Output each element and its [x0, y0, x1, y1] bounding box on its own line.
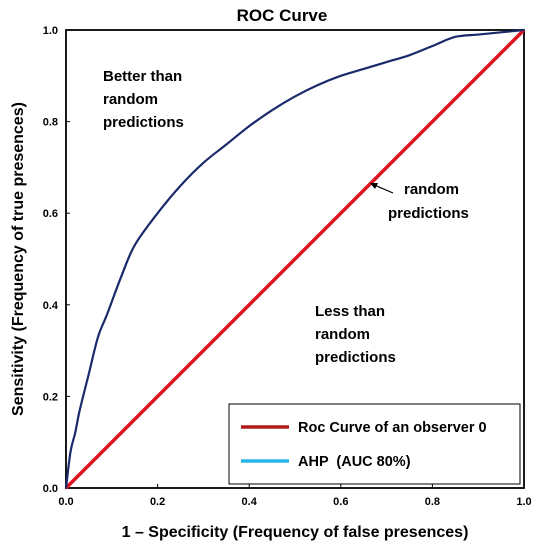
series-ahp-curve — [64, 28, 525, 489]
axes — [65, 29, 525, 489]
y-tick-label-3: 0.6 — [43, 208, 58, 220]
x-tick-label-4: 0.8 — [425, 496, 440, 508]
annotations: Better than random predictions random pr… — [103, 68, 469, 366]
plot-frame — [65, 29, 525, 489]
chart-title: ROC Curve — [237, 6, 328, 25]
y-tick-label-0: 0.0 — [43, 483, 58, 495]
ticks: 0.0 0.2 0.4 0.6 0.8 1.0 0.0 0.2 0.4 0.6 0.8 1.0 — [43, 25, 532, 508]
annotation-less-line-3: predictions — [315, 349, 396, 366]
x-axis-label: 1 – Specificity (Frequency of false pres… — [122, 524, 469, 541]
legend-label-ahp: AHP (AUC 80%) — [298, 454, 411, 470]
annotation-better-line-3: predictions — [103, 114, 184, 131]
annotation-random: random predictions — [388, 181, 469, 222]
annotation-better: Better than random predictions — [103, 68, 186, 131]
annotation-random-line-2: predictions — [388, 205, 469, 222]
legend-label-observer: Roc Curve of an observer 0 — [298, 420, 487, 436]
y-axis-label: Sensitivity (Frequency of true presences… — [10, 102, 27, 416]
legend-box — [228, 403, 521, 485]
x-tick-label-1: 0.2 — [150, 496, 165, 508]
annotation-less-line-1: Less than — [315, 303, 385, 320]
x-tick-label-3: 0.6 — [333, 496, 348, 508]
annotation-arrow-head — [370, 183, 378, 189]
annotation-less: Less than random predictions — [315, 303, 396, 366]
legend: Roc Curve of an observer 0 AHP (AUC 80%) — [228, 403, 521, 485]
series-group — [64, 28, 526, 490]
annotation-less-line-2: random — [315, 326, 370, 343]
annotation-random-line-1: random — [404, 181, 459, 198]
y-tick-label-2: 0.4 — [43, 300, 59, 312]
x-tick-label-5: 1.0 — [516, 496, 531, 508]
y-tick-label-1: 0.2 — [43, 391, 58, 403]
annotation-better-line-1: Better than — [103, 68, 182, 85]
annotation-better-line-2: random — [103, 91, 158, 108]
x-tick-label-2: 0.4 — [242, 496, 258, 508]
y-tick-label-4: 0.8 — [43, 117, 58, 129]
x-tick-label-0: 0.0 — [58, 496, 73, 508]
series-random-diagonal-line — [64, 28, 526, 490]
y-tick-label-5: 1.0 — [43, 25, 58, 37]
